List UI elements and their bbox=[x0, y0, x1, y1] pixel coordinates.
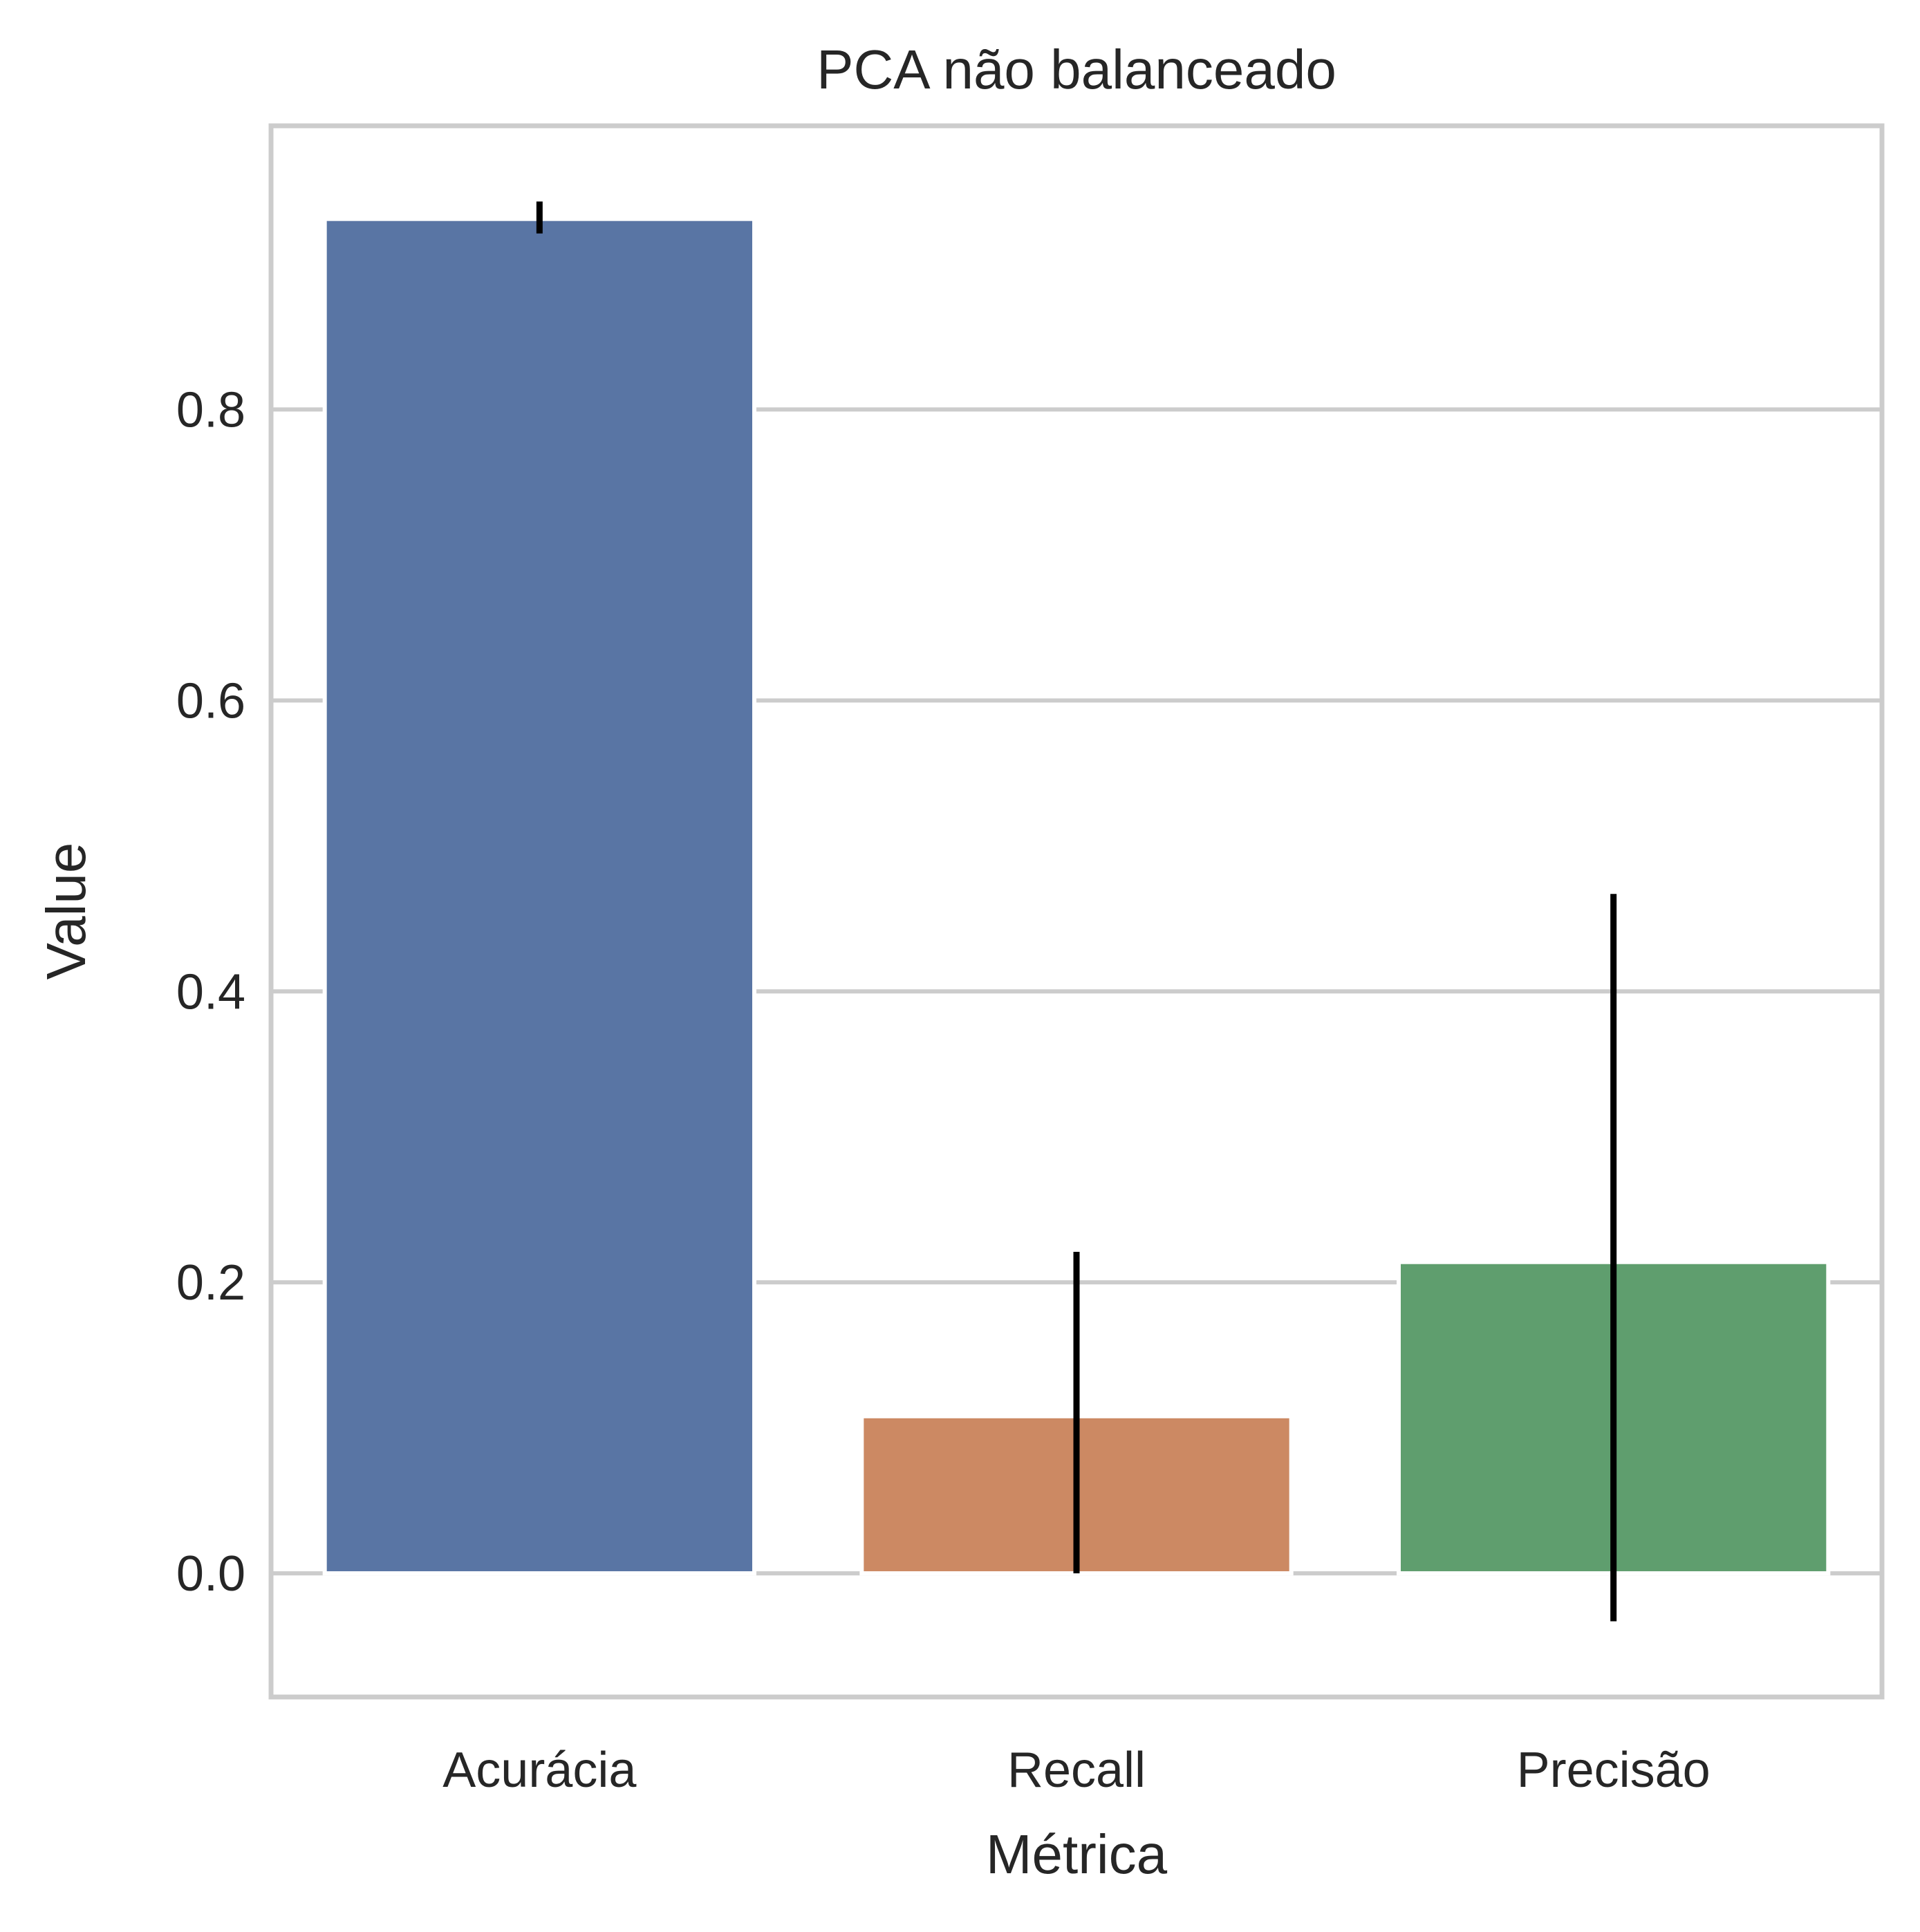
y-tick-label: 0.4 bbox=[176, 964, 245, 1020]
x-axis-title: Métrica bbox=[986, 1823, 1168, 1885]
x-tick-label: Precisão bbox=[1517, 1743, 1711, 1798]
x-tick-labels: Acurácia Recall Precisão bbox=[442, 1743, 1710, 1798]
y-tick-label: 0.8 bbox=[176, 382, 245, 438]
y-tick-label: 0.0 bbox=[176, 1546, 245, 1602]
bar-acurácia bbox=[322, 216, 756, 1576]
y-axis-title: Value bbox=[35, 843, 97, 980]
y-tick-labels: 0.0 0.2 0.4 0.6 0.8 bbox=[176, 382, 245, 1602]
chart-title: PCA não balanceado bbox=[817, 39, 1336, 100]
x-tick-label: Acurácia bbox=[442, 1743, 637, 1798]
plot-frame bbox=[268, 123, 1885, 1700]
y-tick-label: 0.6 bbox=[176, 673, 245, 729]
y-tick-label: 0.2 bbox=[176, 1255, 245, 1311]
error-bars bbox=[536, 201, 1617, 1622]
x-tick-label: Recall bbox=[1007, 1743, 1146, 1798]
